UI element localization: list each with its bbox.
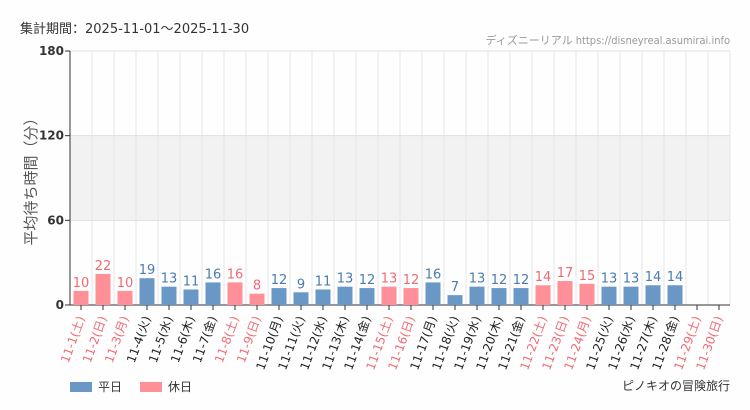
data-label: 12 (403, 273, 420, 288)
legend-weekday[interactable]: 平日 (70, 378, 122, 395)
period-label: 集計期間：2025-11-01～2025-11-30 (20, 22, 250, 37)
data-label: 12 (271, 273, 288, 288)
y-tick-label: 120 (39, 129, 64, 143)
data-label: 13 (337, 272, 354, 287)
legend-swatch (70, 382, 92, 392)
bar-11-14(金) (359, 288, 375, 305)
y-tick-label: 180 (39, 44, 64, 58)
bar-11-2(日) (95, 273, 111, 305)
y-tick-label: 60 (47, 213, 64, 227)
legend-swatch (140, 382, 163, 392)
data-label: 16 (425, 267, 442, 282)
bar-11-25(火) (601, 286, 617, 305)
data-label: 12 (513, 273, 530, 288)
bar-11-22(土) (535, 285, 551, 305)
bar-11-8(土) (227, 282, 243, 305)
bar-11-20(木) (491, 288, 507, 305)
data-label: 14 (667, 270, 684, 285)
data-label: 16 (227, 267, 244, 282)
bar-11-5(水) (161, 286, 177, 305)
data-label: 16 (205, 267, 222, 282)
bar-11-26(水) (623, 286, 639, 305)
data-label: 19 (139, 263, 156, 278)
bar-11-7(金) (205, 282, 221, 305)
data-label: 13 (623, 272, 640, 287)
bar-11-24(月) (579, 283, 595, 305)
bar-11-19(水) (469, 286, 485, 305)
bar-11-27(木) (645, 285, 661, 305)
data-label: 17 (557, 266, 574, 281)
bar-11-4(火) (139, 278, 155, 305)
bar-11-17(月) (425, 282, 441, 305)
bar-11-18(火) (447, 295, 463, 305)
data-label: 14 (535, 270, 552, 285)
bar-11-15(土) (381, 286, 397, 305)
y-axis-title: 平均待ち時間（分） (22, 110, 40, 245)
bar-11-1(土) (73, 290, 89, 305)
bar-11-21(金) (513, 288, 529, 305)
data-label: 11 (315, 274, 332, 289)
data-label: 15 (579, 269, 596, 284)
bar-11-6(木) (183, 289, 199, 305)
data-label: 22 (95, 259, 112, 274)
data-label: 13 (601, 272, 618, 287)
attraction-name: ピノキオの冒険旅行 (621, 379, 730, 393)
y-tick-label: 0 (56, 298, 64, 312)
data-label: 12 (491, 273, 508, 288)
data-label: 13 (381, 272, 398, 287)
legend: 平日 休日 (70, 378, 192, 395)
bar-11-28(金) (667, 285, 683, 305)
data-label: 8 (253, 279, 261, 294)
data-label: 7 (451, 280, 459, 295)
data-label: 10 (73, 276, 90, 291)
bar-11-3(月) (117, 290, 133, 305)
data-label: 10 (117, 276, 134, 291)
data-label: 11 (183, 274, 200, 289)
data-label: 12 (359, 273, 376, 288)
bar-11-11(火) (293, 292, 309, 305)
data-label: 13 (161, 272, 178, 287)
legend-holiday[interactable]: 休日 (140, 378, 192, 395)
legend-label: 休日 (168, 380, 193, 394)
data-label: 9 (297, 277, 305, 292)
bar-11-10(月) (271, 288, 287, 305)
legend-label: 平日 (98, 380, 123, 394)
bar-11-16(日) (403, 288, 419, 305)
bar-11-12(水) (315, 289, 331, 305)
bar-11-9(日) (249, 293, 265, 305)
data-label: 13 (469, 272, 486, 287)
data-label: 14 (645, 270, 662, 285)
site-credit: ディズニーリアル https://disneyreal.asumirai.inf… (485, 34, 730, 47)
bar-11-23(日) (557, 281, 573, 305)
bar-11-13(木) (337, 286, 353, 305)
